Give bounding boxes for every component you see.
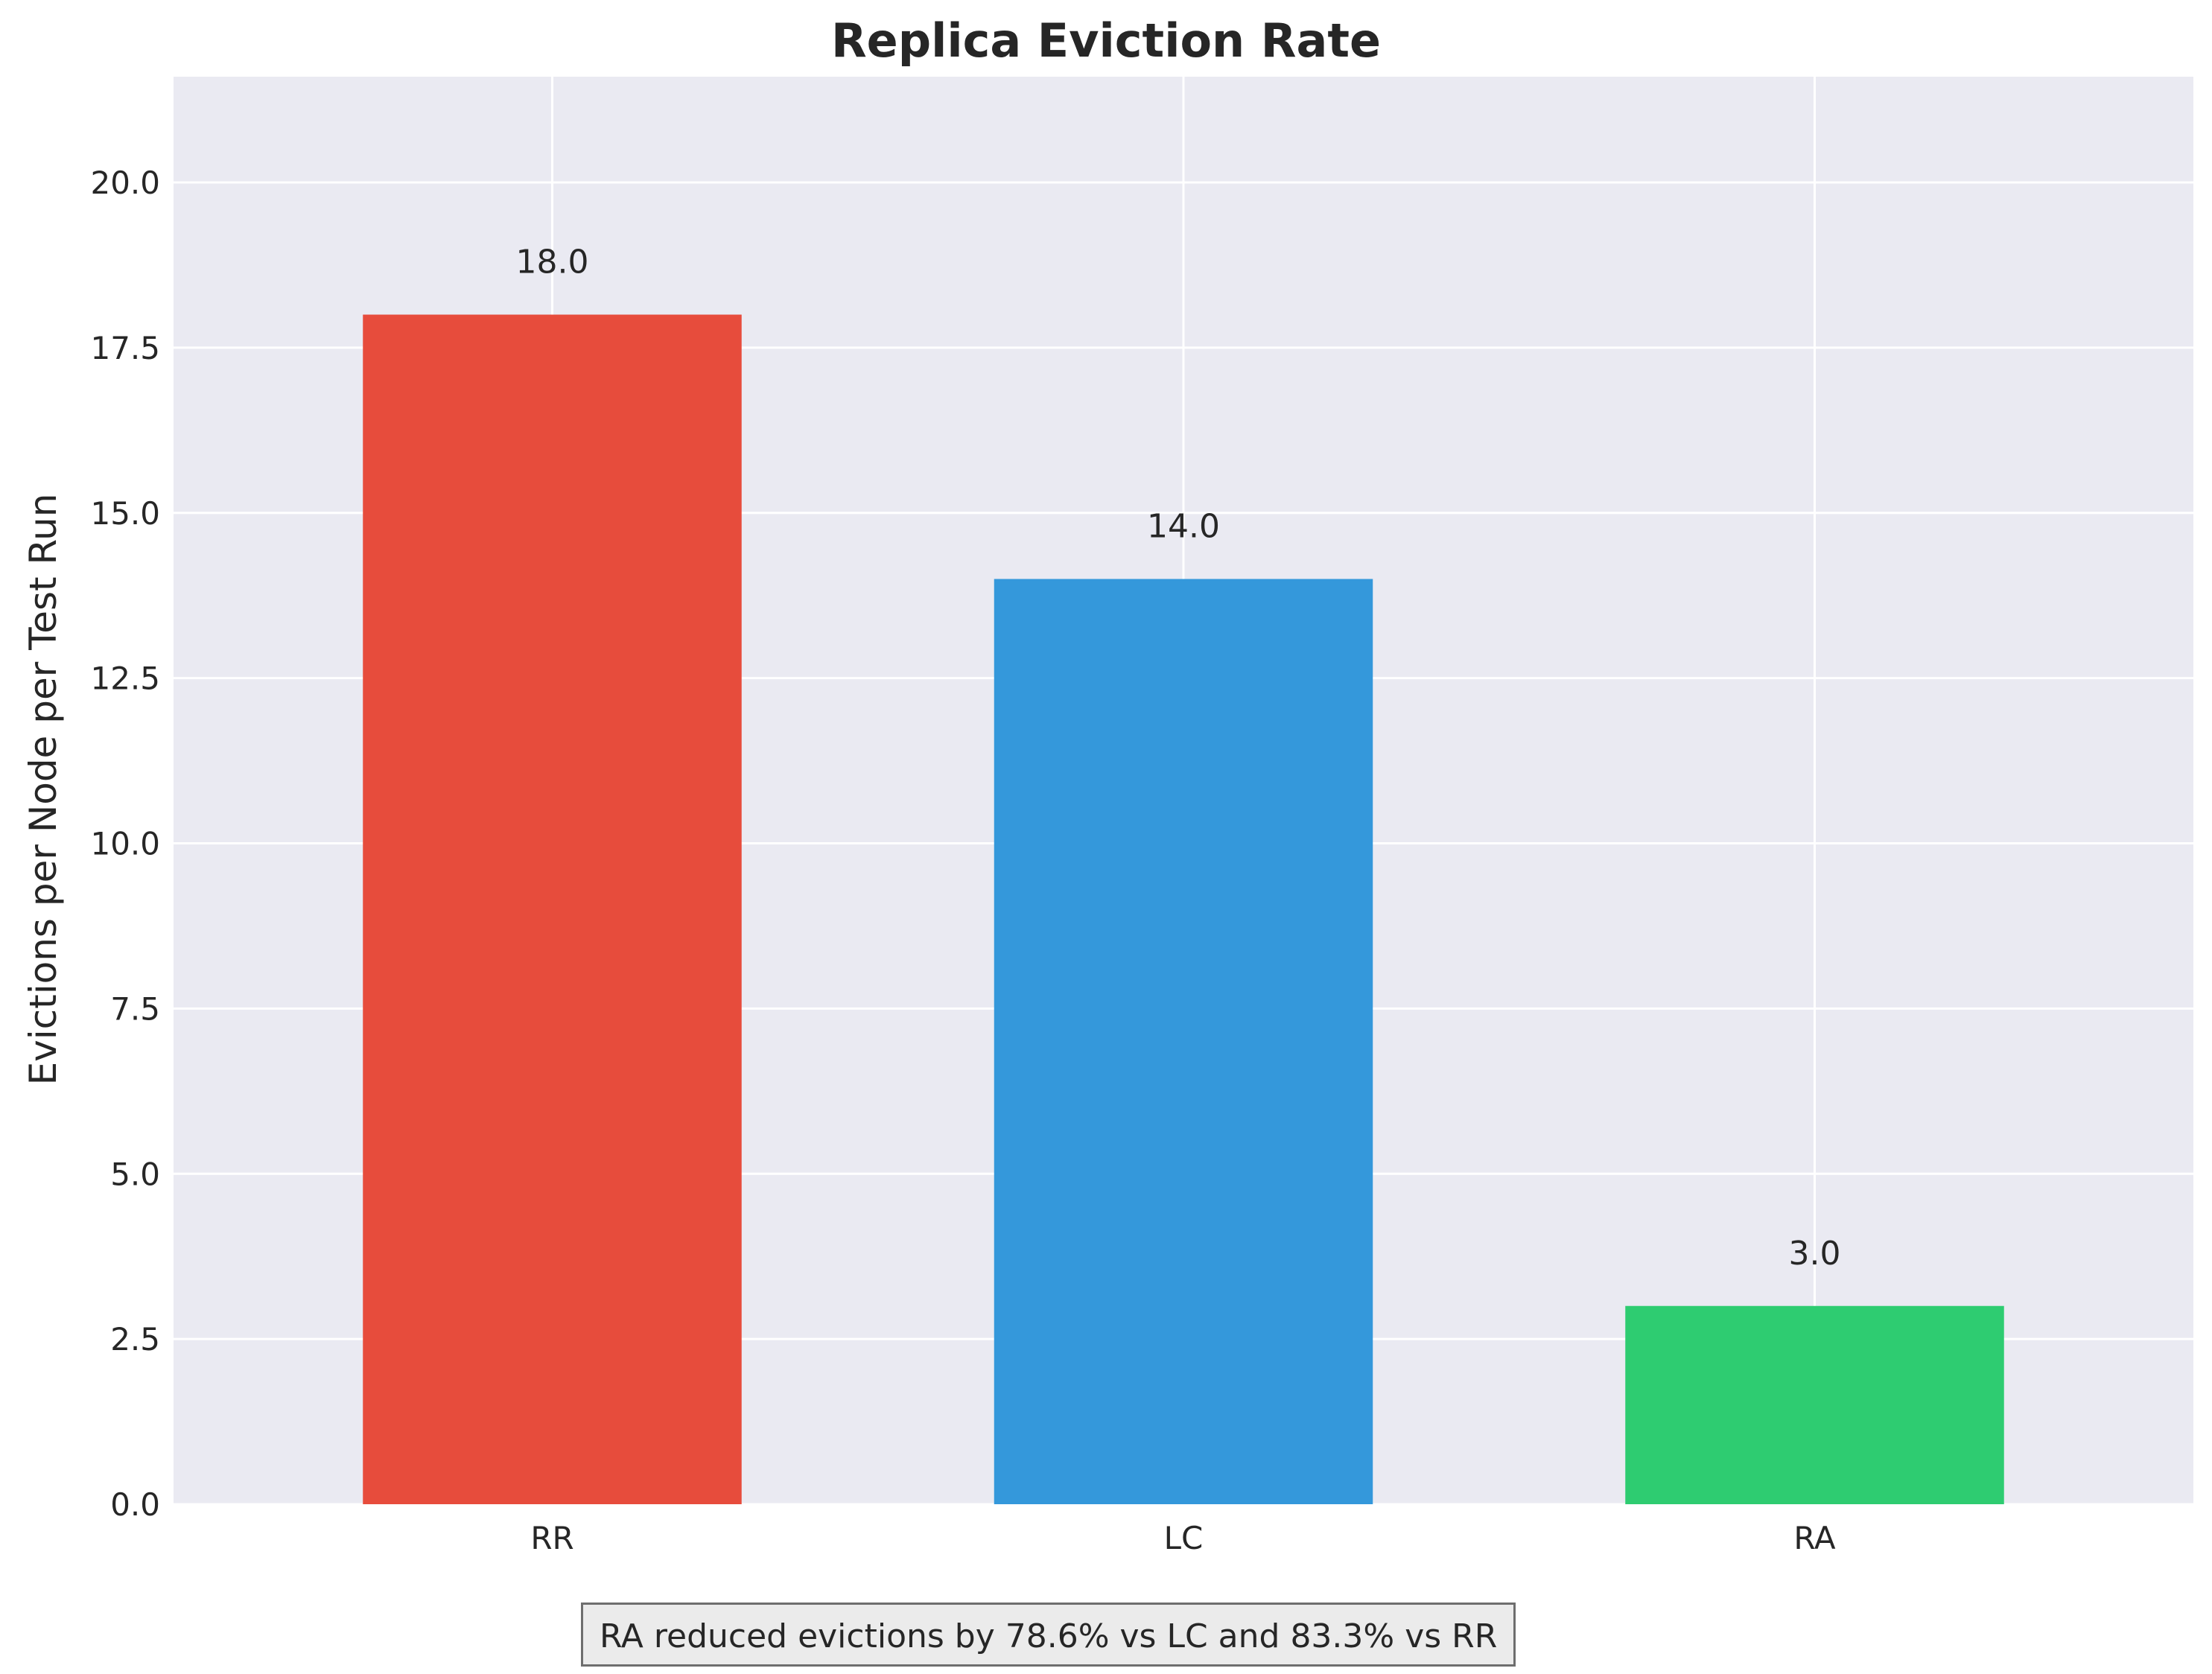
- data-label-ra: 3.0: [1789, 1235, 1841, 1273]
- x-tick-label: LC: [1164, 1520, 1204, 1556]
- bar-lc: [994, 579, 1373, 1504]
- data-label-lc: 14.0: [1147, 508, 1220, 546]
- chart-title: Replica Eviction Rate: [831, 13, 1381, 68]
- x-tick-label: RA: [1793, 1520, 1835, 1556]
- y-tick-label: 7.5: [110, 990, 160, 1027]
- annotation-box: RA reduced evictions by 78.6% vs LC and …: [581, 1603, 1516, 1667]
- y-tick-label: 0.0: [110, 1486, 160, 1523]
- y-tick-label: 15.0: [90, 495, 160, 532]
- y-tick-label: 20.0: [90, 165, 160, 201]
- x-tick-label: RR: [530, 1520, 573, 1556]
- y-tick-label: 10.0: [90, 826, 160, 862]
- y-tick-label: 17.5: [90, 330, 160, 366]
- bar-rr: [363, 314, 742, 1504]
- bar-ra: [1625, 1305, 2004, 1504]
- x-axis-ticks: RR LC RA: [530, 1520, 1836, 1556]
- data-labels: 18.0 14.0 3.0: [516, 244, 1841, 1273]
- bars: [363, 314, 2004, 1504]
- y-tick-label: 2.5: [110, 1321, 160, 1358]
- y-tick-label: 12.5: [90, 661, 160, 697]
- y-axis-ticks: 0.0 2.5 5.0 7.5 10.0 12.5 15.0 17.5 20.0: [90, 165, 160, 1523]
- y-tick-label: 5.0: [110, 1156, 160, 1192]
- y-axis-label: Evictions per Node per Test Run: [22, 494, 65, 1086]
- data-label-rr: 18.0: [516, 244, 589, 281]
